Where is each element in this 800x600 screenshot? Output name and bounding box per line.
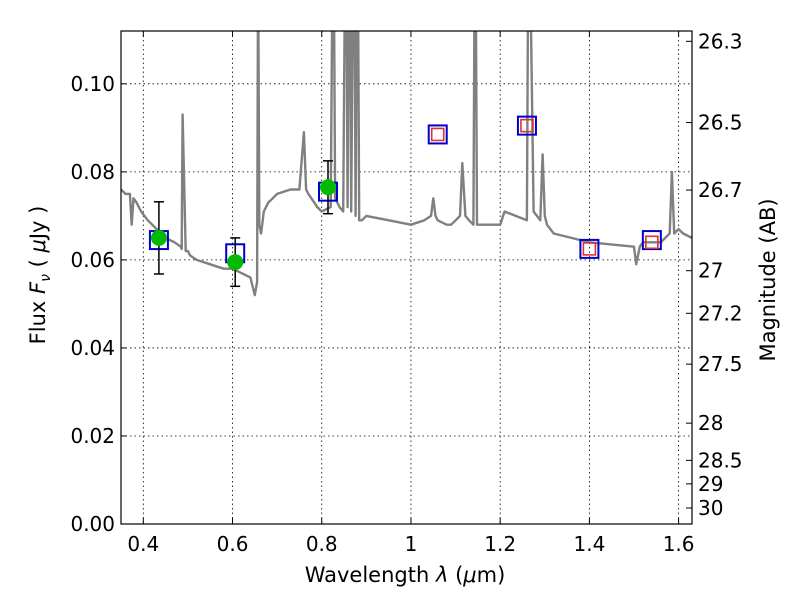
- observed-point: [227, 254, 244, 271]
- x-tick-label: 0.8: [306, 532, 338, 556]
- model-square-marker: [427, 124, 448, 145]
- magnitude-tick-label: 26.7: [698, 178, 743, 202]
- x-tick-label: 1.6: [663, 532, 695, 556]
- magnitude-tick-label: 28.5: [698, 448, 743, 472]
- x-axis-ticks: 0.4 0.6 0.8 1 1.2 1.4 1.6: [127, 31, 695, 556]
- magnitude-tick-label: 30: [698, 496, 723, 520]
- observed-point: [319, 179, 336, 196]
- plot-frame: [120, 30, 693, 525]
- magnitude-tick-label: 29: [698, 472, 723, 496]
- model-square-marker: [579, 238, 600, 259]
- y-axis-ticks: 0.00 0.02 0.04 0.06 0.08 0.10: [70, 72, 127, 536]
- magnitude-axis-label: Magnitude (AB): [756, 198, 780, 361]
- observed-point: [150, 229, 167, 246]
- model-inner-square-marker: [645, 235, 659, 250]
- y-tick-label: 0.04: [70, 336, 115, 360]
- magnitude-tick-label: 27: [698, 259, 723, 283]
- magnitude-tick-label: 27.5: [698, 352, 743, 376]
- magnitude-tick-label: 27.2: [698, 301, 743, 325]
- x-axis-label: Wavelength λ (μm): [305, 563, 506, 587]
- y-tick-label: 0.02: [70, 424, 115, 448]
- y-tick-label: 0.00: [70, 512, 115, 536]
- magnitude-tick-label: 28: [698, 411, 723, 435]
- y-axis-label: Flux Fν ( μJy ): [26, 206, 54, 345]
- grid-lines: [121, 31, 692, 525]
- y-tick-label: 0.10: [70, 72, 115, 96]
- model-inner-square-marker: [520, 118, 534, 133]
- magnitude-tick-label: 26.3: [698, 29, 743, 53]
- x-tick-label: 0.4: [127, 532, 159, 556]
- x-tick-label: 1.2: [484, 532, 516, 556]
- y-tick-label: 0.06: [70, 248, 115, 272]
- x-tick-label: 1: [405, 532, 418, 556]
- spectrum-line: [121, 31, 692, 297]
- x-tick-label: 0.6: [217, 532, 249, 556]
- model-square-marker: [516, 115, 537, 136]
- spectrum-layer: [121, 31, 692, 297]
- model-inner-square-marker: [582, 242, 597, 256]
- photometry-layer: [148, 115, 662, 288]
- magnitude-tick-label: 26.5: [698, 111, 743, 135]
- y-tick-label: 0.08: [70, 160, 115, 184]
- model-inner-square-marker: [430, 127, 445, 142]
- x-tick-label: 1.4: [573, 532, 605, 556]
